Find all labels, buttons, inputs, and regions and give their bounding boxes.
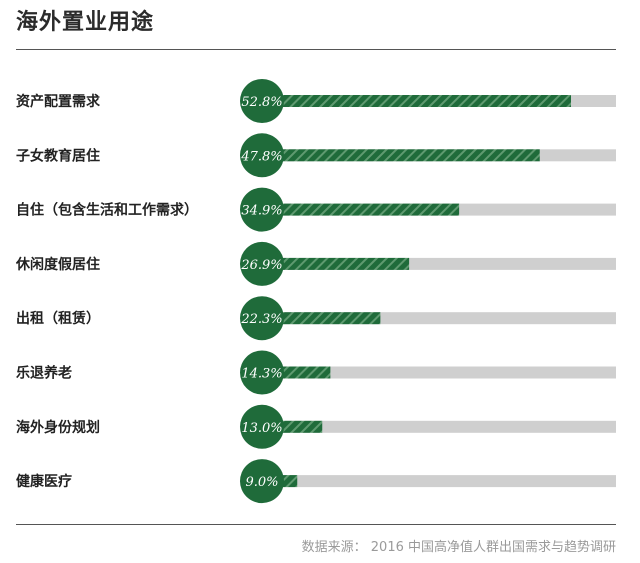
bar [241, 203, 460, 216]
bar-track [241, 475, 616, 488]
category-label: 休闲度假居住 [15, 256, 100, 273]
data-label: 26.9% [240, 258, 282, 273]
value-badge [240, 133, 284, 178]
category-label: 乐退养老 [16, 365, 72, 382]
category-label: 海外身份规划 [16, 419, 100, 436]
data-label: 13.0% [241, 421, 282, 436]
value-badge [240, 296, 284, 341]
category-label: 资产配置需求 [16, 93, 101, 110]
data-label: 52.8% [241, 95, 282, 110]
bar-track [241, 420, 616, 433]
bottom-divider [16, 524, 616, 525]
category-label: 健康医疗 [16, 473, 72, 490]
data-label: 14.3% [241, 367, 282, 382]
value-badge [240, 79, 284, 123]
bar [241, 95, 571, 107]
bar [241, 149, 540, 162]
category-label: 出租（租赁） [16, 310, 100, 327]
value-badge [240, 404, 284, 449]
data-label: 22.3% [240, 312, 282, 327]
data-label: 9.0% [245, 475, 278, 490]
value-badge [240, 459, 284, 504]
bar-track [241, 366, 616, 379]
value-badge [240, 241, 284, 286]
data-label: 47.8% [240, 149, 282, 164]
value-badge [240, 187, 284, 232]
category-label: 自住（包含生活和工作需求） [16, 202, 198, 219]
category-label: 子女教育居住 [16, 147, 100, 164]
chart-title: 海外置业用途 [16, 10, 155, 35]
value-badge [240, 350, 284, 395]
top-divider [16, 49, 616, 50]
data-source-note: 数据来源： 2016 中国高净值人群出国需求与趋势调研 [301, 540, 616, 555]
data-label: 34.9% [241, 204, 282, 219]
